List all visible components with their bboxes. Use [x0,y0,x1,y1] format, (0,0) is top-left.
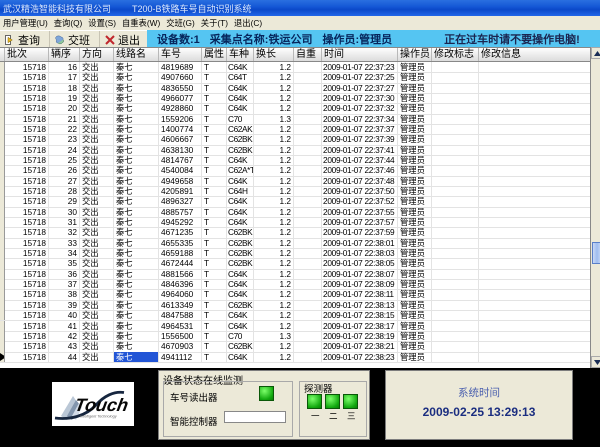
svg-text:Intelligent Technology: Intelligent Technology [80,415,118,419]
svg-text:Touch: Touch [73,395,130,415]
